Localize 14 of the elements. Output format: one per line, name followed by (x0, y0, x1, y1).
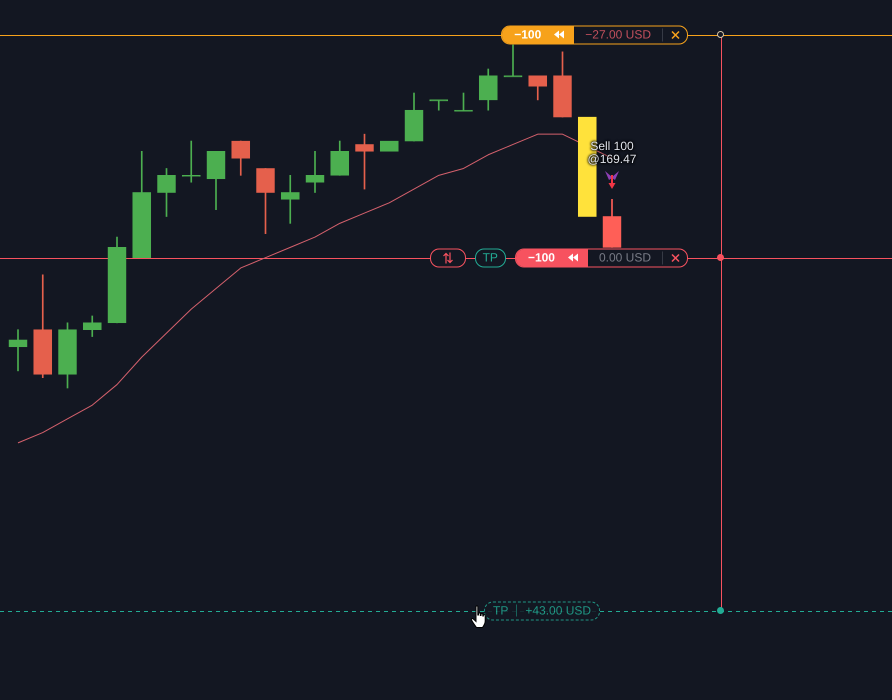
ref-line-label: 0.00 USD (598, 249, 652, 266)
ref-line-label: −27.00 USD (584, 26, 652, 44)
candlestick (355, 134, 374, 190)
candlestick (380, 140, 399, 152)
tag: TP (474, 248, 506, 268)
annotation: −100 (514, 26, 542, 44)
order-tag: −100 −27.00 USD (501, 25, 688, 44)
order-tag: −100 0.00 USD (514, 248, 688, 268)
annotation: TP (492, 602, 510, 620)
annotation: −100 (528, 249, 555, 266)
ref-line-label: +43.00 USD (524, 602, 592, 620)
order-tag: TP +43.00 USD (484, 601, 600, 620)
candlestick (306, 151, 324, 193)
candlestick (8, 329, 28, 372)
